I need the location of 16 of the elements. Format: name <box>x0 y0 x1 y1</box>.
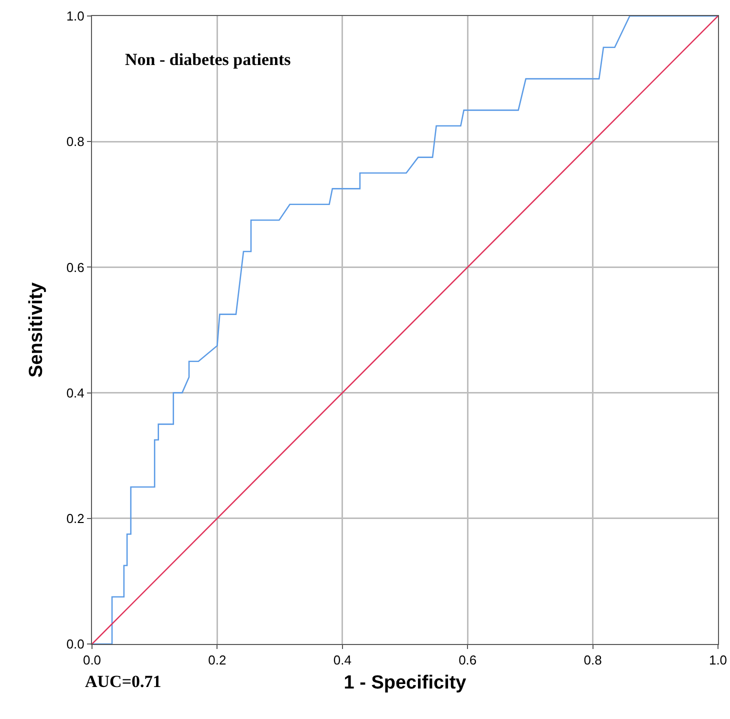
annotation: Non - diabetes patients <box>125 50 292 69</box>
y-tick-label: 0.4 <box>66 385 84 400</box>
x-tick-label: 0.6 <box>458 652 477 668</box>
y-tick-label: 0.0 <box>66 636 84 652</box>
x-axis-title: 1 - Specificity <box>344 672 467 694</box>
x-tick-label: 0.0 <box>82 652 102 668</box>
y-tick-label: 0.6 <box>66 260 84 275</box>
x-tick-label: 0.8 <box>584 652 602 668</box>
y-axis-title: Sensitivity <box>26 282 48 378</box>
x-tick-label: 1.0 <box>708 652 728 668</box>
y-tick-label: 0.8 <box>66 134 84 150</box>
text: AUC=0.71 <box>85 672 162 691</box>
y-tick-label: 1.0 <box>66 8 84 24</box>
y-tick-label: 0.2 <box>66 510 84 526</box>
x-tick-label: 0.2 <box>208 652 226 668</box>
x-tick-label: 0.4 <box>333 652 352 668</box>
